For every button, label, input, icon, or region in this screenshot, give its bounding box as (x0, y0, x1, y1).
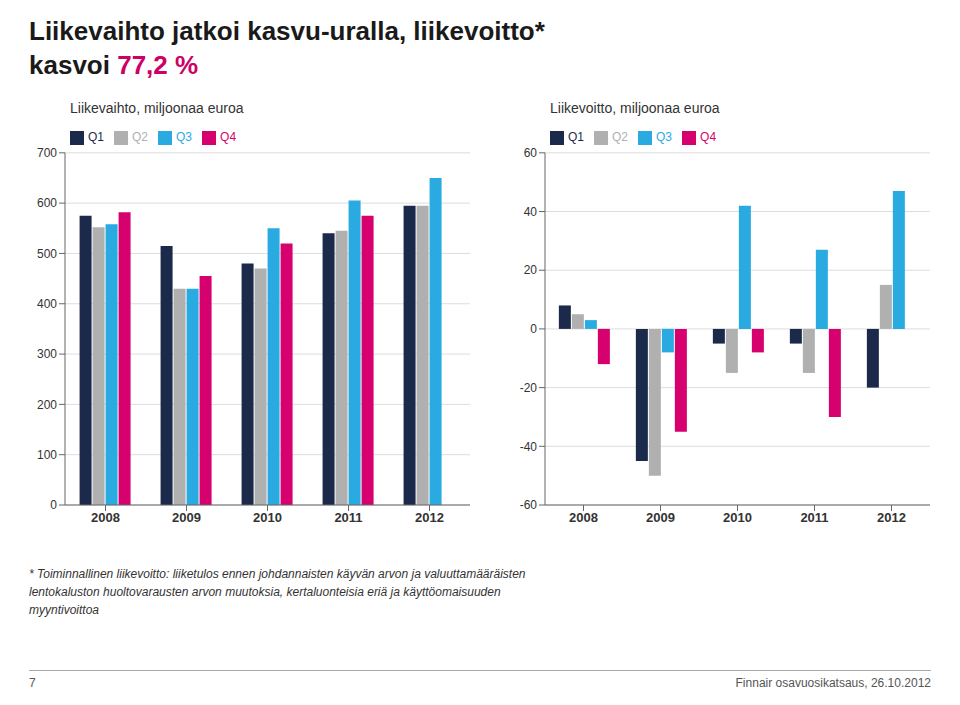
html-text:* Toiminnallinen liikevoitto:: * Toiminnallinen liikevoitto: liiketulos… (29, 567, 526, 581)
svg-text:2009: 2009 (172, 510, 201, 525)
html-text:Liikevaihto, miljoonaa euroa: Liikevaihto, miljoonaa euroa (70, 100, 244, 116)
svg-text:0: 0 (530, 322, 537, 336)
html-text:Q3: Q3 (656, 130, 672, 144)
svg-text:300: 300 (37, 347, 57, 361)
svg-text:40: 40 (524, 205, 538, 219)
svg-text:2010: 2010 (723, 510, 752, 525)
svg-text:2008: 2008 (569, 510, 598, 525)
html-text:Liikevaihto jatkoi kasvu-urall: Liikevaihto jatkoi kasvu-uralla, liikevo… (29, 16, 545, 46)
svg-text:2009: 2009 (646, 510, 675, 525)
html-text:Q2: Q2 (132, 130, 148, 144)
html-text:lentokaluston huoltovarausten: lentokaluston huoltovarausten arvon muut… (29, 585, 501, 599)
html-text:Liikevoitto, miljoonaa euroa: Liikevoitto, miljoonaa euroa (550, 100, 720, 116)
svg-text:700: 700 (37, 146, 57, 160)
html-text:Q4: Q4 (700, 130, 717, 144)
svg-text:-60: -60 (520, 498, 538, 512)
html-text:myyntivoittoa: myyntivoittoa (29, 603, 99, 617)
html-text:Q3: Q3 (176, 130, 192, 144)
html-text:kasvoi 77,2 %: kasvoi 77,2 % (29, 50, 199, 80)
svg-text:0: 0 (50, 498, 57, 512)
svg-text:600: 600 (37, 196, 57, 210)
html-text:Q4: Q4 (220, 130, 237, 144)
svg-text:20: 20 (524, 263, 538, 277)
svg-text:-40: -40 (520, 440, 538, 454)
html-text:Finnair osavuosikatsaus, 26.10: Finnair osavuosikatsaus, 26.10.2012 (735, 676, 931, 690)
html-text:Q1: Q1 (568, 130, 584, 144)
svg-text:500: 500 (37, 247, 57, 261)
svg-text:200: 200 (37, 398, 57, 412)
html-text:Q2: Q2 (612, 130, 628, 144)
svg-text:2012: 2012 (877, 510, 906, 525)
html-text:Q1: Q1 (88, 130, 104, 144)
svg-text:100: 100 (37, 448, 57, 462)
svg-text:2011: 2011 (800, 510, 828, 525)
svg-text:2008: 2008 (91, 510, 120, 525)
svg-text:2010: 2010 (253, 510, 282, 525)
svg-text:-20: -20 (520, 381, 538, 395)
svg-text:2012: 2012 (415, 510, 444, 525)
svg-text:2011: 2011 (334, 510, 362, 525)
svg-text:60: 60 (524, 146, 538, 160)
svg-text:400: 400 (37, 297, 57, 311)
html-text:7: 7 (29, 676, 36, 690)
